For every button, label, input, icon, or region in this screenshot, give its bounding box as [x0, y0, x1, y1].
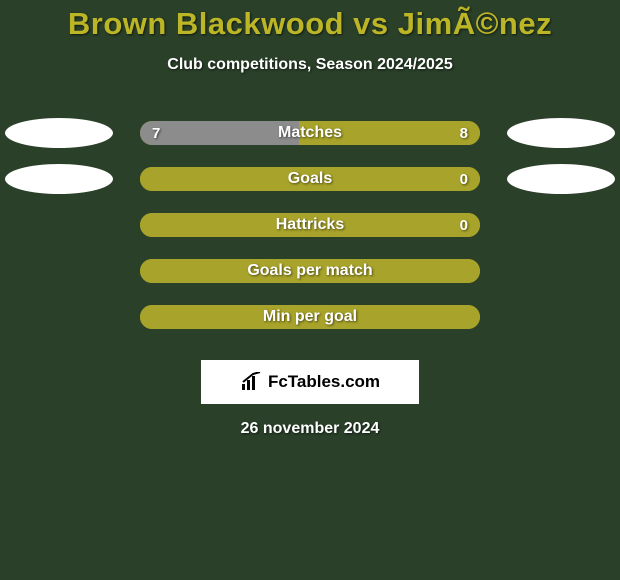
- bar-track: 0 Hattricks: [140, 213, 480, 237]
- stat-row-goals-per-match: Goals per match: [0, 248, 620, 294]
- logo-box: FcTables.com: [201, 360, 419, 404]
- chart-icon: [240, 372, 264, 392]
- team-badge-left: [5, 164, 113, 194]
- value-right: 0: [460, 213, 468, 237]
- page-subtitle: Club competitions, Season 2024/2025: [0, 56, 620, 74]
- bar-left-segment: [140, 121, 299, 145]
- bar-track: 7 8 Matches: [140, 121, 480, 145]
- team-badge-right: [507, 118, 615, 148]
- stat-row-goals: 0 Goals: [0, 156, 620, 202]
- stat-row-hattricks: 0 Hattricks: [0, 202, 620, 248]
- bar-track: Min per goal: [140, 305, 480, 329]
- team-badge-left: [5, 118, 113, 148]
- bar-right-segment: [299, 121, 480, 145]
- team-badge-right: [507, 164, 615, 194]
- bar-right-segment: [140, 167, 480, 191]
- bar-right-segment: [140, 305, 480, 329]
- bar-right-segment: [140, 213, 480, 237]
- comparison-infographic: Brown Blackwood vs JimÃ©nez Club competi…: [0, 0, 620, 580]
- date-text: 26 november 2024: [0, 420, 620, 438]
- logo-text: FcTables.com: [268, 372, 380, 392]
- stat-row-matches: 7 8 Matches: [0, 110, 620, 156]
- stat-row-min-per-goal: Min per goal: [0, 294, 620, 340]
- bar-track: 0 Goals: [140, 167, 480, 191]
- bar-track: Goals per match: [140, 259, 480, 283]
- value-right: 8: [460, 121, 468, 145]
- page-title: Brown Blackwood vs JimÃ©nez: [0, 0, 620, 42]
- stat-rows: 7 8 Matches 0 Goals: [0, 110, 620, 340]
- value-left: 7: [152, 121, 160, 145]
- bar-right-segment: [140, 259, 480, 283]
- value-right: 0: [460, 167, 468, 191]
- logo: FcTables.com: [240, 372, 380, 392]
